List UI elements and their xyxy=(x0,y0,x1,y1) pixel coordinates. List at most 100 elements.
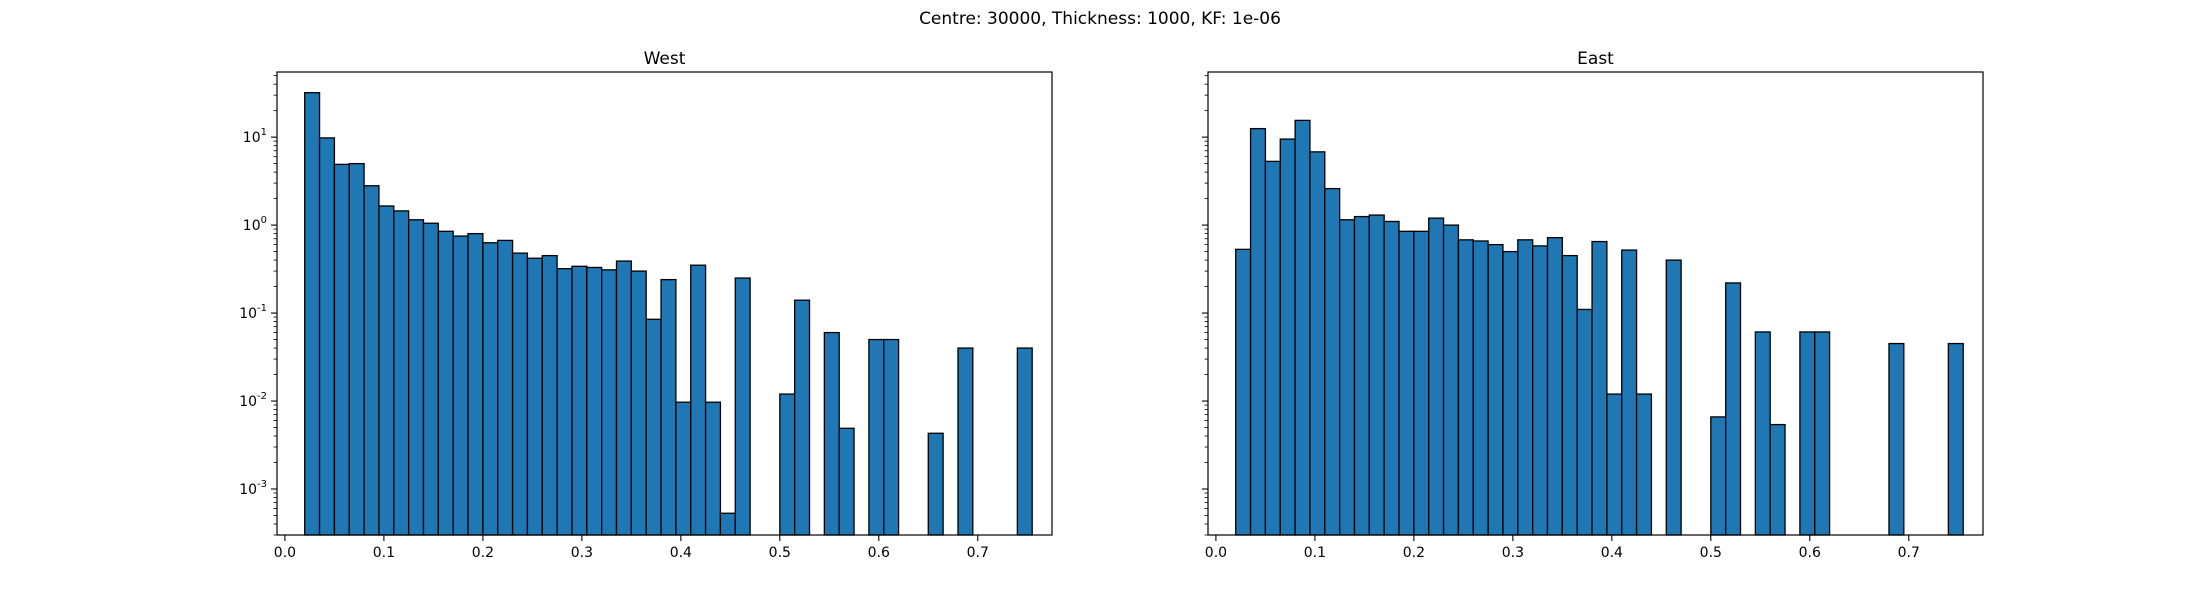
west-bar-15 xyxy=(526,257,543,536)
west-xtick-label-0: 0.0 xyxy=(274,545,296,561)
west-xtick-label-4: 0.4 xyxy=(670,545,692,561)
east-bar-20 xyxy=(1532,245,1549,536)
east-bar-4 xyxy=(1294,119,1311,536)
east-xtick-label-5: 0.5 xyxy=(1700,545,1722,561)
west-bar-27 xyxy=(704,401,722,536)
east-bar-25 xyxy=(1606,393,1623,536)
west-bar-3 xyxy=(348,162,365,536)
west-bar-14 xyxy=(511,252,529,536)
east-bar-36 xyxy=(1947,342,1964,536)
east-bar-23 xyxy=(1576,308,1593,536)
east-bar-32 xyxy=(1769,423,1786,536)
west-bar-24 xyxy=(660,278,677,536)
east-xtick-label-6: 0.6 xyxy=(1799,545,1821,561)
west-bar-29 xyxy=(734,277,751,536)
west-bar-2 xyxy=(333,163,350,536)
west-xtick-label-5: 0.5 xyxy=(769,545,791,561)
west-bar-9 xyxy=(437,230,454,536)
east-bar-35 xyxy=(1888,342,1905,536)
west-bar-18 xyxy=(571,265,588,536)
east-xtick-label-7: 0.7 xyxy=(1898,545,1920,561)
east-bar-14 xyxy=(1442,224,1460,536)
west-ytick-label-3: 100 xyxy=(243,215,267,234)
west-axes-frame xyxy=(276,71,1053,536)
west-xtick-label-6: 0.6 xyxy=(868,545,890,561)
west-bar-7 xyxy=(407,219,425,536)
figure-title: Centre: 30000, Thickness: 1000, KF: 1e-0… xyxy=(919,9,1281,29)
east-axes: East 0.0 0.1 0.2 0.3 0.4 0.5 0.6 0.7 xyxy=(1202,49,1984,561)
west-xtick-label-1: 0.1 xyxy=(373,545,395,561)
west-bar-25 xyxy=(675,401,692,536)
east-bar-11 xyxy=(1398,230,1415,536)
west-bar-10 xyxy=(452,235,469,536)
east-bar-1 xyxy=(1249,127,1267,536)
west-bar-23 xyxy=(645,318,662,536)
west-bar-19 xyxy=(586,266,603,536)
west-bar-6 xyxy=(393,210,410,536)
east-bar-2 xyxy=(1264,160,1281,536)
east-bar-17 xyxy=(1487,243,1504,536)
east-bar-7 xyxy=(1338,219,1356,536)
west-bar-33 xyxy=(838,427,855,536)
east-bar-12 xyxy=(1413,230,1430,536)
west-title: West xyxy=(644,49,686,69)
west-ytick-label-4: 101 xyxy=(243,127,267,146)
west-bar-20 xyxy=(601,269,618,536)
west-bar-37 xyxy=(957,347,974,536)
west-bar-17 xyxy=(556,267,573,536)
east-bar-27 xyxy=(1635,393,1653,536)
west-bar-30 xyxy=(779,393,796,536)
east-axes-frame xyxy=(1207,71,1984,536)
east-bar-16 xyxy=(1472,240,1489,536)
east-bar-13 xyxy=(1428,217,1445,536)
east-bar-5 xyxy=(1309,151,1326,536)
west-bar-22 xyxy=(630,270,647,536)
east-bar-0 xyxy=(1235,248,1252,536)
east-bar-19 xyxy=(1517,239,1534,536)
west-ytick-label-0: 10-3 xyxy=(239,479,267,498)
east-bar-10 xyxy=(1383,220,1400,536)
west-bar-31 xyxy=(794,299,811,536)
west-bar-36 xyxy=(927,432,944,536)
west-bar-5 xyxy=(378,205,395,536)
east-bar-9 xyxy=(1368,214,1385,536)
west-xtick-label-7: 0.7 xyxy=(967,545,989,561)
west-xtick-label-3: 0.3 xyxy=(571,545,593,561)
west-bar-21 xyxy=(615,260,633,536)
east-bar-28 xyxy=(1665,259,1682,536)
east-xtick-label-0: 0.0 xyxy=(1205,545,1227,561)
west-ytick-label-1: 10-2 xyxy=(239,391,267,410)
west-bar-28 xyxy=(719,512,736,536)
west-bar-0 xyxy=(304,92,321,536)
west-xtick-label-2: 0.2 xyxy=(472,545,494,561)
west-bar-35 xyxy=(883,338,900,536)
east-xtick-label-4: 0.4 xyxy=(1601,545,1623,561)
east-bar-6 xyxy=(1324,187,1341,536)
west-bar-12 xyxy=(482,242,499,536)
east-xtick-label-2: 0.2 xyxy=(1403,545,1425,561)
east-xtick-label-1: 0.1 xyxy=(1304,545,1326,561)
east-bar-3 xyxy=(1279,138,1296,536)
east-bar-15 xyxy=(1457,239,1474,536)
east-title: East xyxy=(1577,49,1614,69)
east-xtick-label-3: 0.3 xyxy=(1502,545,1524,561)
west-bar-32 xyxy=(823,331,840,536)
east-bar-22 xyxy=(1561,254,1578,536)
east-bar-18 xyxy=(1502,250,1519,536)
east-bar-24 xyxy=(1591,240,1608,536)
west-bar-16 xyxy=(541,254,558,536)
west-axes: West 0.0 0.1 0.2 0.3 0.4 0.5 0.6 0.7 10-3 10-2 10-1… xyxy=(239,49,1053,561)
east-bar-31 xyxy=(1754,331,1771,536)
east-bar-8 xyxy=(1353,215,1370,536)
east-bar-33 xyxy=(1799,331,1816,536)
east-bar-30 xyxy=(1725,282,1742,536)
west-bar-1 xyxy=(318,137,336,536)
west-bar-34 xyxy=(868,338,885,536)
west-bar-13 xyxy=(497,239,514,536)
west-bar-4 xyxy=(363,185,380,536)
west-bar-8 xyxy=(422,222,439,536)
west-bar-11 xyxy=(467,232,484,536)
west-bar-26 xyxy=(690,264,707,536)
